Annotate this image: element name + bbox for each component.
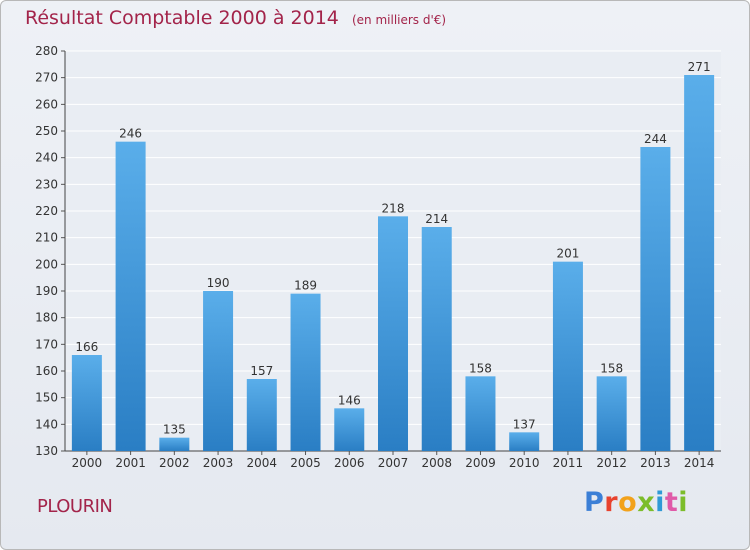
data-label: 190	[207, 276, 230, 290]
y-tick-label: 210	[35, 231, 58, 245]
x-tick-label: 2013	[640, 456, 671, 470]
bar-2014	[684, 75, 715, 451]
y-tick-label: 190	[35, 284, 58, 298]
y-tick-label: 240	[35, 151, 58, 165]
y-tick-label: 160	[35, 364, 58, 378]
y-tick-label: 260	[35, 97, 58, 111]
y-tick-label: 250	[35, 124, 58, 138]
y-tick-label: 170	[35, 337, 58, 351]
bar-2002	[159, 437, 190, 451]
x-tick-label: 2003	[203, 456, 234, 470]
bar-2008	[421, 227, 452, 451]
chart-title: Résultat Comptable 2000 à 2014	[25, 7, 339, 29]
data-label: 157	[250, 364, 273, 378]
x-tick-label: 2000	[72, 456, 103, 470]
y-tick-label: 200	[35, 257, 58, 271]
bar-2012	[596, 376, 627, 451]
x-tick-label: 2010	[509, 456, 540, 470]
logo-letter: o	[618, 487, 638, 518]
x-tick-label: 2012	[596, 456, 627, 470]
y-tick-label: 140	[35, 417, 58, 431]
bar-2011	[552, 261, 583, 451]
x-tick-label: 2005	[290, 456, 321, 470]
y-tick-label: 180	[35, 311, 58, 325]
data-label: 146	[338, 393, 361, 407]
commune-name: PLOURIN	[37, 496, 113, 517]
bar-2003	[203, 291, 234, 451]
logo-letter: i	[678, 487, 689, 518]
data-label: 135	[163, 423, 186, 437]
x-tick-label: 2011	[553, 456, 584, 470]
x-tick-label: 2009	[465, 456, 496, 470]
bar-2013	[640, 147, 671, 451]
x-tick-label: 2007	[378, 456, 409, 470]
data-label: 201	[556, 247, 579, 261]
chart-title-row: Résultat Comptable 2000 à 2014 (en milli…	[25, 7, 446, 29]
x-tick-label: 2014	[684, 456, 715, 470]
logo-letter: r	[604, 487, 619, 518]
bar-2001	[115, 141, 146, 451]
bar-2009	[465, 376, 496, 451]
logo-letter: x	[637, 487, 656, 518]
data-label: 158	[469, 361, 492, 375]
data-label: 246	[119, 127, 142, 141]
bar-2007	[378, 216, 408, 451]
x-tick-label: 2006	[334, 456, 365, 470]
x-tick-label: 2004	[247, 456, 278, 470]
logo-letter: P	[584, 487, 605, 518]
data-label: 218	[382, 201, 405, 215]
y-tick-label: 270	[35, 71, 58, 85]
bar-2006	[334, 408, 365, 451]
logo-letter: i	[655, 487, 665, 518]
proxiti-logo: Proxiti	[584, 487, 688, 518]
x-tick-label: 2001	[115, 456, 146, 470]
data-label: 158	[600, 361, 623, 375]
data-label: 166	[75, 340, 98, 354]
data-label: 214	[425, 212, 448, 226]
y-tick-label: 130	[35, 444, 58, 458]
y-tick-label: 280	[35, 44, 58, 58]
chart-subtitle: (en milliers d'€)	[351, 13, 447, 27]
bar-2004	[246, 379, 277, 451]
y-tick-label: 220	[35, 204, 58, 218]
logo-letter: t	[664, 487, 679, 518]
bar-2010	[509, 432, 540, 451]
y-tick-label: 230	[35, 177, 58, 191]
data-label: 189	[294, 279, 317, 293]
x-tick-label: 2002	[159, 456, 190, 470]
y-tick-label: 150	[35, 391, 58, 405]
bar-2000	[71, 355, 102, 451]
data-label: 244	[644, 132, 667, 146]
x-tick-label: 2008	[421, 456, 452, 470]
data-label: 137	[513, 417, 536, 431]
data-label: 271	[688, 60, 711, 74]
bar-2005	[290, 293, 321, 451]
